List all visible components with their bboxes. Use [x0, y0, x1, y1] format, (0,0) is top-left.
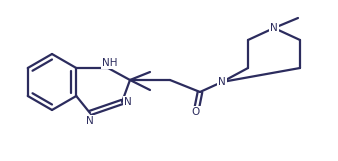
Text: N: N: [124, 97, 132, 107]
Text: O: O: [192, 107, 200, 117]
Text: N: N: [218, 77, 226, 87]
Text: NH: NH: [102, 58, 118, 68]
Text: N: N: [86, 116, 94, 126]
Text: N: N: [270, 23, 278, 33]
